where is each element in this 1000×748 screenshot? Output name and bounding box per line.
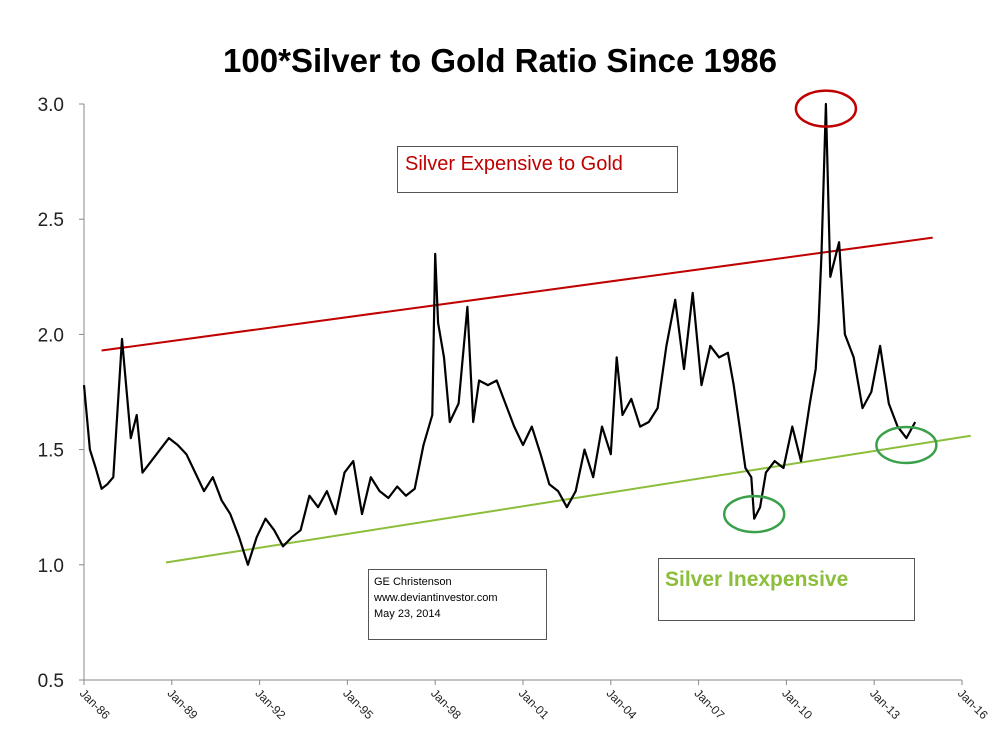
x-tick-label: Jan-07 [691, 686, 727, 722]
x-tick-label: Jan-01 [516, 686, 552, 722]
x-tick-label: Jan-16 [955, 686, 991, 722]
x-tick-label: Jan-92 [252, 686, 288, 722]
series-line [82, 102, 917, 566]
credit-website: www.deviantinvestor.com [374, 592, 498, 604]
trendline [165, 434, 971, 564]
x-tick-label: Jan-86 [77, 686, 113, 722]
x-tick-label: Jan-10 [779, 686, 815, 722]
highlight-ellipse [794, 89, 858, 128]
chart-title: 100*Silver to Gold Ratio Since 1986 [223, 42, 777, 79]
annotation-inexpensive: Silver Inexpensive [658, 558, 915, 621]
credit-box: GE Christenson www.deviantinvestor.com M… [368, 569, 547, 640]
highlight-ellipse [722, 494, 786, 534]
highlight-ellipse [875, 425, 938, 465]
y-tick-label: 2.5 [38, 210, 64, 231]
y-tick-label: 0.5 [38, 671, 64, 692]
y-tick-label: 3.0 [38, 95, 64, 116]
y-tick-label: 2.0 [38, 325, 64, 346]
x-tick-label: Jan-04 [604, 686, 640, 722]
x-tick-label: Jan-13 [867, 686, 903, 722]
x-tick-label: Jan-95 [340, 686, 376, 722]
y-tick-label: 1.5 [38, 441, 64, 462]
trendline [101, 236, 933, 352]
credit-author: GE Christenson [374, 576, 452, 588]
x-tick-label: Jan-89 [165, 686, 201, 722]
annotation-expensive: Silver Expensive to Gold [397, 146, 678, 193]
credit-date: May 23, 2014 [374, 608, 441, 620]
x-tick-label: Jan-98 [428, 686, 464, 722]
y-tick-label: 1.0 [38, 556, 64, 577]
